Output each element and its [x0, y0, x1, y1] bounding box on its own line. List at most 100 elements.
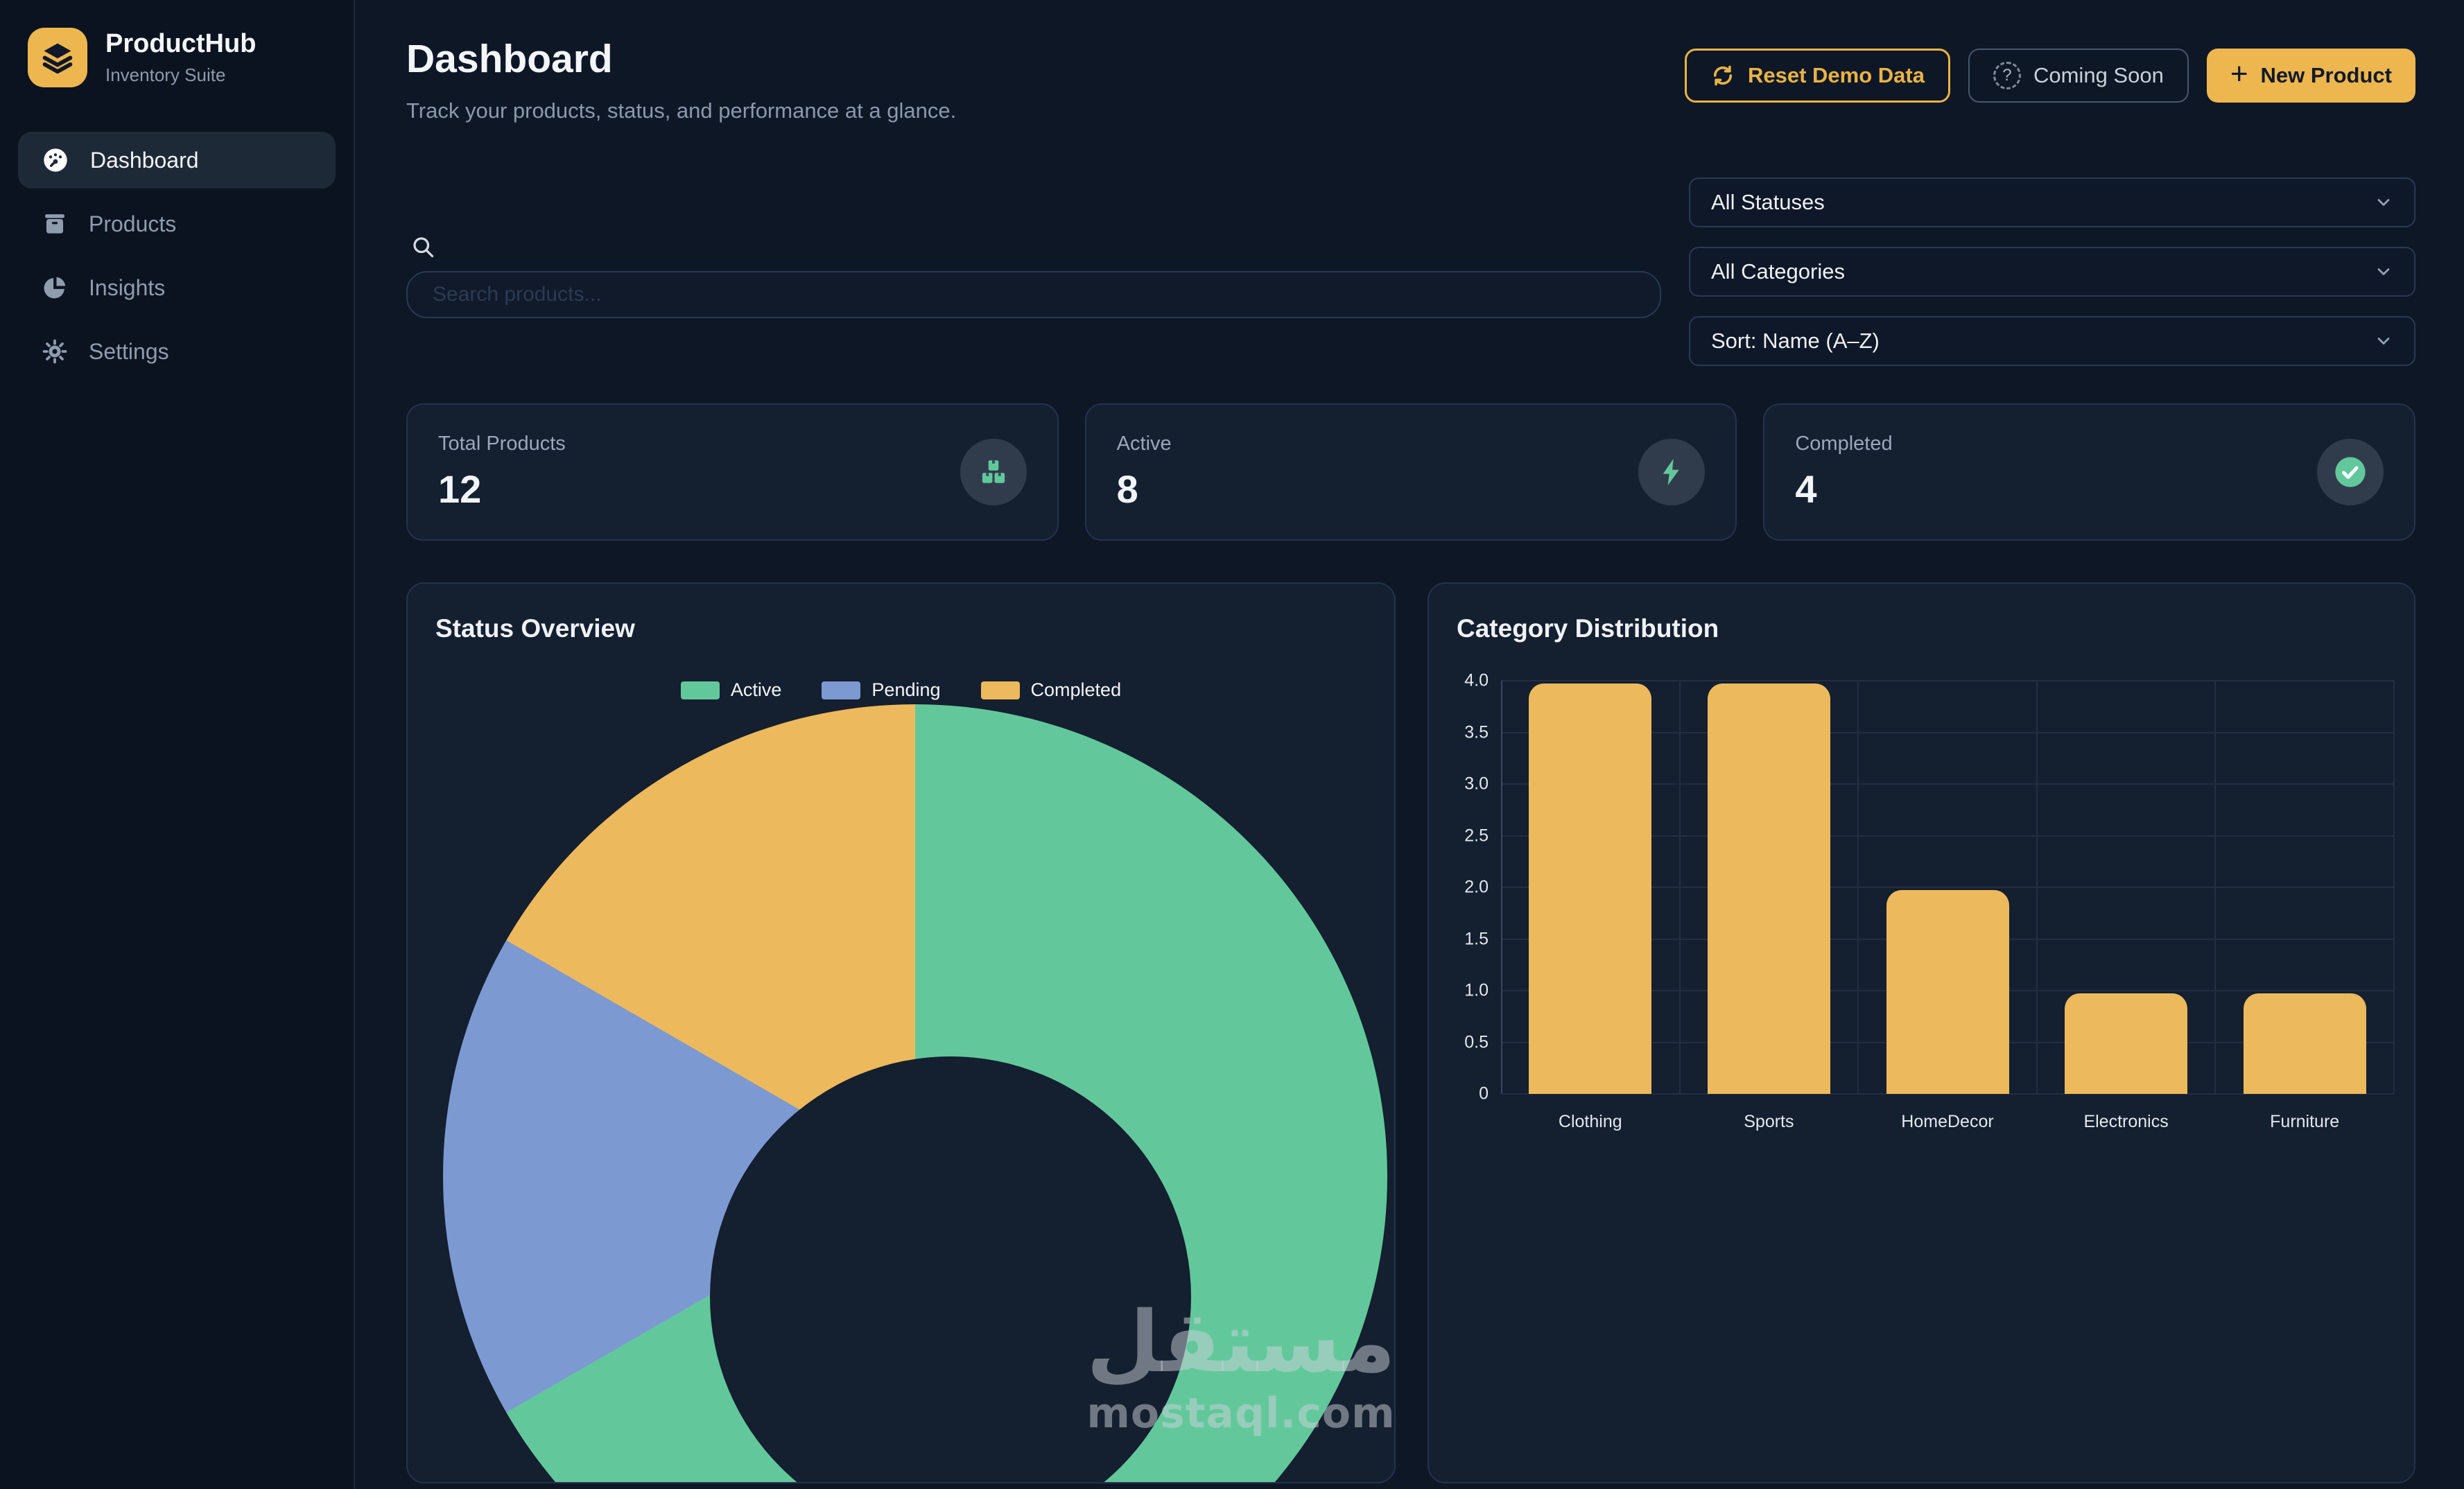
sidebar-item-insights[interactable]: Insights — [18, 259, 336, 316]
legend-swatch — [680, 681, 720, 699]
sidebar-item-products[interactable]: Products — [18, 195, 336, 252]
search-block — [406, 234, 1661, 318]
plus-icon: + — [2230, 57, 2248, 91]
legend-label: Active — [730, 679, 782, 700]
layers-logo-icon — [28, 28, 87, 87]
chart-title: Category Distribution — [1457, 614, 1719, 643]
filter-selects: All Statuses All Categories Sort: Name (… — [1689, 177, 2415, 366]
page-title: Dashboard — [406, 37, 613, 81]
gridline-v — [2214, 681, 2216, 1094]
y-tick-label: 2.0 — [1464, 877, 1489, 897]
boxes-icon — [960, 439, 1027, 505]
y-axis-line — [1501, 681, 1502, 1094]
stat-card-completed: Completed 4 — [1763, 403, 2416, 541]
stat-label: Active — [1116, 433, 1172, 455]
search-icon — [410, 234, 1661, 263]
gridline-h — [1501, 783, 2394, 785]
sort-value: Sort: Name (A–Z) — [1711, 329, 1880, 353]
gauge-icon — [44, 148, 67, 172]
status-overview-card: Status Overview Active Pending Completed — [406, 582, 1396, 1483]
bar — [1707, 683, 1830, 1094]
bar — [2065, 993, 2188, 1094]
gridline-v — [1678, 681, 1681, 1094]
stat-value: 8 — [1116, 467, 1138, 511]
bar — [1886, 890, 2009, 1094]
stat-value: 4 — [1795, 467, 1817, 511]
check-circle-icon — [2317, 439, 2384, 505]
question-circle-icon: ? — [1993, 62, 2021, 89]
search-input[interactable] — [406, 271, 1661, 318]
page-header: Dashboard Track your products, status, a… — [406, 36, 2415, 123]
filters-section: All Statuses All Categories Sort: Name (… — [406, 177, 2415, 366]
chevron-down-icon — [2377, 199, 2390, 206]
sort-select[interactable]: Sort: Name (A–Z) — [1689, 316, 2415, 366]
lightning-icon — [1638, 439, 1706, 505]
box-icon — [45, 214, 64, 234]
new-product-label: New Product — [2260, 63, 2392, 87]
coming-soon-button[interactable]: ? Coming Soon — [1968, 49, 2189, 103]
sidebar-item-dashboard[interactable]: Dashboard — [18, 132, 336, 189]
coming-soon-label: Coming Soon — [2033, 63, 2164, 87]
reset-demo-data-label: Reset Demo Data — [1748, 63, 1925, 87]
stat-value: 12 — [438, 467, 482, 511]
category-filter-select[interactable]: All Categories — [1689, 247, 2415, 297]
gridline-v — [2036, 681, 2038, 1094]
donut-hole — [710, 1056, 1191, 1482]
x-category-label: Clothing — [1558, 1112, 1622, 1131]
bar — [1529, 683, 1652, 1094]
y-tick-label: 4.0 — [1464, 670, 1489, 690]
chevron-down-icon — [2377, 338, 2390, 345]
sidebar-item-settings[interactable]: Settings — [18, 323, 336, 380]
donut-chart — [443, 704, 1387, 1482]
gridline-v — [1857, 681, 1859, 1094]
new-product-button[interactable]: + New Product — [2206, 49, 2415, 103]
x-category-label: Electronics — [2083, 1112, 2169, 1131]
legend-label: Pending — [871, 679, 941, 700]
sidebar-item-label: Settings — [89, 338, 169, 364]
legend-item: Completed — [980, 679, 1122, 701]
bar — [2243, 993, 2366, 1094]
gridline-v — [2393, 681, 2395, 1094]
y-tick-label: 1.0 — [1464, 980, 1489, 1000]
reset-demo-data-button[interactable]: Reset Demo Data — [1685, 49, 1950, 103]
gridline-h — [1501, 1093, 2394, 1095]
gridline-h — [1501, 680, 2394, 681]
stat-label: Completed — [1795, 433, 1893, 455]
legend-label: Completed — [1030, 679, 1122, 700]
x-category-label: Furniture — [2270, 1112, 2340, 1131]
legend-item: Pending — [822, 679, 941, 701]
category-filter-value: All Categories — [1711, 259, 1845, 284]
y-tick-label: 0.5 — [1464, 1032, 1489, 1052]
main-content: Dashboard Track your products, status, a… — [355, 0, 2464, 1489]
legend-item: Active — [680, 679, 782, 701]
app-name: ProductHub — [105, 29, 257, 58]
charts-row: Status Overview Active Pending Completed C… — [406, 582, 2415, 1483]
gridline-h — [1501, 731, 2394, 733]
legend-swatch — [822, 681, 861, 699]
header-actions: Reset Demo Data ? Coming Soon + New Prod… — [1685, 49, 2415, 103]
sidebar-item-label: Products — [89, 211, 177, 236]
chart-legend: Active Pending Completed — [435, 679, 1367, 701]
stat-card-total-products: Total Products 12 — [406, 403, 1059, 541]
x-category-label: Sports — [1744, 1112, 1794, 1131]
x-category-label: HomeDecor — [1901, 1112, 1994, 1131]
chart-title: Status Overview — [435, 614, 635, 643]
status-filter-value: All Statuses — [1711, 190, 1825, 214]
sidebar: ProductHub Inventory Suite Dashboard — [0, 0, 355, 1489]
sidebar-item-label: Insights — [89, 275, 166, 300]
page-subtitle: Track your products, status, and perform… — [406, 98, 957, 123]
refresh-icon — [1713, 65, 1733, 86]
status-filter-select[interactable]: All Statuses — [1689, 177, 2415, 227]
y-tick-label: 1.5 — [1464, 929, 1489, 948]
y-tick-label: 3.0 — [1464, 774, 1489, 794]
gridline-h — [1501, 887, 2394, 888]
stat-label: Total Products — [438, 433, 566, 455]
sidebar-item-label: Dashboard — [90, 147, 199, 173]
y-tick-label: 3.5 — [1464, 722, 1489, 742]
legend-swatch — [980, 681, 1020, 699]
gridline-h — [1501, 835, 2394, 837]
sidebar-nav: Dashboard Products Insights — [18, 132, 336, 380]
y-tick-label: 2.5 — [1464, 826, 1489, 845]
y-tick-label: 0 — [1479, 1083, 1489, 1104]
